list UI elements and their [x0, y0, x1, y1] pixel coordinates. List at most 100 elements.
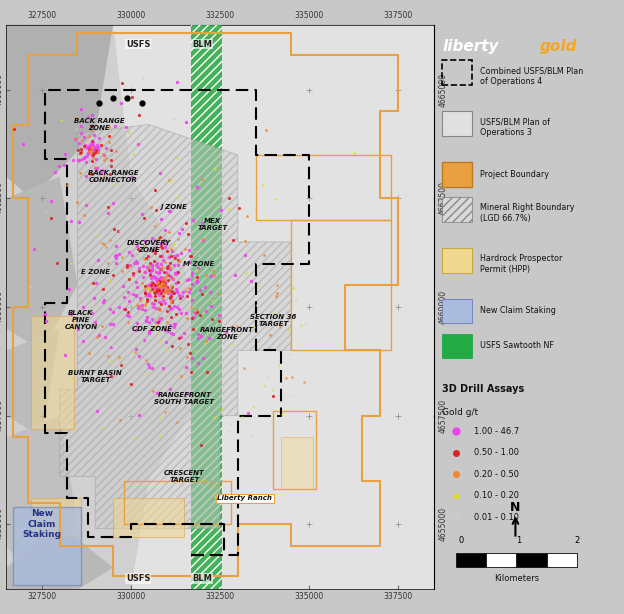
Point: [157, 281, 167, 291]
Point: [200, 282, 210, 292]
Point: [155, 297, 165, 306]
Text: Combined USFS/BLM Plan
of Operations 4: Combined USFS/BLM Plan of Operations 4: [480, 66, 583, 87]
Point: [164, 285, 174, 295]
Point: [152, 281, 162, 290]
Point: [184, 287, 194, 297]
Point: [84, 141, 94, 150]
Point: [170, 253, 180, 263]
Point: [142, 290, 152, 300]
Point: [180, 244, 190, 254]
Polygon shape: [6, 416, 77, 568]
Point: [168, 274, 178, 284]
Point: [194, 250, 204, 260]
Point: [168, 114, 178, 123]
Point: [85, 148, 95, 158]
Point: [98, 149, 108, 158]
Point: [164, 252, 174, 262]
Point: [158, 282, 168, 292]
Point: [192, 277, 202, 287]
Text: Liberty Ranch: Liberty Ranch: [217, 495, 272, 501]
Point: [77, 155, 87, 165]
Point: [100, 154, 110, 163]
Point: [233, 217, 243, 227]
Point: [190, 308, 200, 318]
Point: [109, 308, 119, 317]
Point: [160, 278, 170, 287]
Point: [214, 310, 224, 320]
Point: [139, 241, 149, 251]
Point: [144, 272, 154, 282]
Point: [130, 325, 140, 335]
Point: [159, 275, 169, 285]
Point: [104, 131, 114, 141]
Point: [165, 271, 175, 281]
Text: USFS: USFS: [126, 40, 150, 49]
Point: [114, 352, 124, 362]
Point: [160, 243, 170, 252]
Point: [84, 131, 94, 141]
Point: [217, 205, 227, 215]
Point: [181, 453, 191, 462]
Point: [84, 146, 94, 155]
Point: [85, 145, 95, 155]
Point: [255, 217, 265, 227]
Point: [80, 157, 90, 167]
Point: [158, 280, 168, 290]
Point: [187, 295, 197, 305]
Point: [105, 276, 115, 286]
Point: [86, 146, 96, 155]
Point: [96, 141, 106, 150]
Point: [145, 270, 155, 280]
Point: [154, 280, 164, 290]
Point: [159, 268, 169, 278]
Point: [187, 367, 197, 377]
Point: [124, 127, 134, 137]
Point: [54, 161, 64, 171]
Point: [182, 352, 192, 362]
Point: [141, 355, 151, 365]
Bar: [281, 437, 313, 489]
Point: [156, 238, 166, 247]
Point: [130, 256, 140, 266]
Point: [147, 314, 157, 324]
Point: [167, 341, 177, 351]
Point: [172, 153, 182, 163]
Point: [172, 286, 182, 295]
Point: [85, 125, 95, 135]
Point: [251, 300, 261, 309]
Point: [134, 266, 144, 276]
Point: [202, 367, 212, 377]
Point: [154, 284, 163, 293]
Point: [94, 387, 104, 397]
Point: [52, 258, 62, 268]
Point: [74, 155, 84, 165]
Point: [144, 265, 154, 275]
Text: BLACK
PINE
CANYON: BLACK PINE CANYON: [64, 310, 97, 330]
Point: [140, 300, 150, 309]
Point: [156, 273, 166, 283]
Point: [110, 251, 120, 261]
Point: [123, 287, 133, 297]
Point: [85, 147, 95, 157]
Point: [87, 150, 97, 160]
Point: [150, 281, 160, 291]
Point: [179, 328, 189, 338]
Point: [134, 110, 144, 120]
Point: [173, 235, 183, 244]
Point: [156, 280, 166, 290]
Point: [152, 280, 162, 290]
Point: [94, 142, 104, 152]
Text: USFS Sawtooth NF: USFS Sawtooth NF: [480, 341, 553, 351]
Bar: [486, 553, 516, 567]
Point: [240, 250, 250, 260]
Point: [170, 278, 180, 288]
Point: [154, 281, 163, 291]
Point: [152, 280, 162, 290]
Point: [197, 440, 207, 449]
Text: 2: 2: [575, 536, 580, 545]
Point: [131, 344, 141, 354]
Point: [226, 419, 236, 429]
Point: [110, 146, 120, 156]
Bar: [442, 333, 472, 359]
Point: [154, 268, 164, 278]
